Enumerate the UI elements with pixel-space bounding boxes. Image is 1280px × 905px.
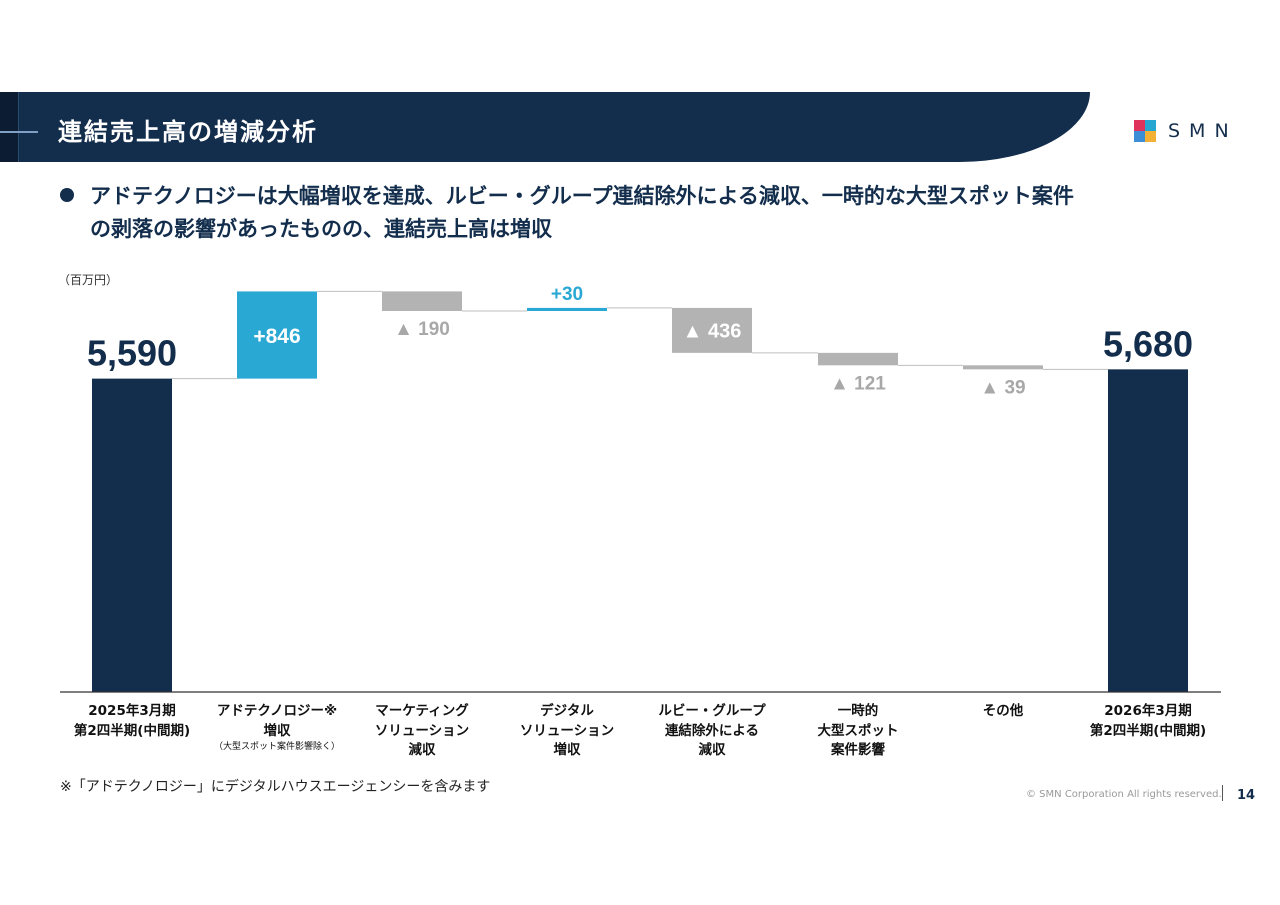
logo-mark-icon xyxy=(1134,120,1156,142)
data-label: ▲ 190 xyxy=(394,319,450,340)
bar-total xyxy=(92,378,172,692)
page-title: 連結売上高の増減分析 xyxy=(58,118,318,146)
unit-label: （百万円） xyxy=(58,273,119,287)
bar-decrease xyxy=(382,291,462,311)
data-label: +846 xyxy=(253,325,300,348)
data-label: ▲ 436 xyxy=(683,320,742,342)
data-label: ▲ 39 xyxy=(980,377,1025,398)
subtitle-line-1: アドテクノロジーは大幅増収を達成、ルビー・グループ連結除外による減収、一時的な大… xyxy=(90,184,1074,208)
copyright: © SMN Corporation All rights reserved. xyxy=(1026,789,1222,800)
bar-increase xyxy=(237,291,317,379)
bar-decrease xyxy=(672,307,752,353)
footnote: ※「アドテクノロジー」にデジタルハウスエージェンシーを含みます xyxy=(60,779,491,795)
logo-text: SMN xyxy=(1168,120,1238,142)
subtitle: アドテクノロジーは大幅増収を達成、ルビー・グループ連結除外による減収、一時的な大… xyxy=(90,180,1230,246)
data-label: 5,680 xyxy=(1103,323,1193,364)
bullet-icon xyxy=(60,188,74,202)
data-label: +30 xyxy=(551,284,583,305)
category-label: アドテクノロジー※ 増収 （大型スポット案件影響除く） xyxy=(213,703,340,752)
data-label: 5,590 xyxy=(87,333,177,374)
category-label: デジタル ソリューション 増収 xyxy=(519,703,615,758)
category-label: 2026年3月期 第2四半期(中間期) xyxy=(1089,703,1207,739)
bar-total xyxy=(1108,369,1188,692)
bar-decrease xyxy=(963,365,1043,370)
category-label: 一時的 大型スポット 案件影響 xyxy=(817,703,899,758)
bar-increase xyxy=(527,307,607,311)
subtitle-line-2: の剥落の影響があったものの、連結売上高は増収 xyxy=(90,217,552,241)
category-label: ルビー・グループ 連結除外による 減収 xyxy=(658,703,766,758)
category-label: その他 xyxy=(982,703,1024,719)
data-label: ▲ 121 xyxy=(830,373,886,394)
bar-decrease xyxy=(818,352,898,366)
page-number: 14 xyxy=(1237,788,1256,803)
footer-divider xyxy=(1222,785,1223,801)
header-accent-tab xyxy=(0,92,19,162)
category-label: マーケティング ソリューション 減収 xyxy=(374,703,470,758)
company-logo: SMN xyxy=(1134,119,1238,143)
header-band xyxy=(0,92,1090,162)
category-label: 2025年3月期 第2四半期(中間期) xyxy=(73,703,191,739)
header-accent-line xyxy=(0,131,38,133)
